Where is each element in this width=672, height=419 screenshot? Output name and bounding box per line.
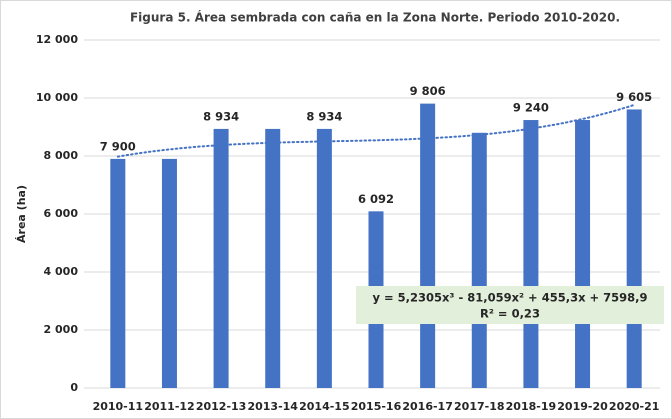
bar — [575, 120, 591, 388]
bar — [471, 132, 487, 388]
x-tick-label: 2010-11 — [93, 400, 144, 413]
x-tick-label: 2013-14 — [247, 400, 298, 413]
y-axis-label: Área (ha) — [15, 185, 28, 243]
x-tick-label: 2011-12 — [144, 400, 195, 413]
x-tick-label: 2014-15 — [299, 400, 350, 413]
y-tick-label: 0 — [70, 381, 78, 394]
data-label: 9 605 — [616, 90, 652, 104]
y-tick-label: 2 000 — [44, 323, 79, 336]
x-tick-label: 2015-16 — [351, 400, 402, 413]
bar — [420, 103, 436, 388]
y-tick-label: 8 000 — [44, 149, 79, 162]
trend-r2: R² = 0,23 — [480, 307, 540, 321]
bar — [316, 128, 332, 388]
equation-box — [356, 286, 664, 324]
x-tick-label: 2012-13 — [196, 400, 247, 413]
trendline — [116, 103, 636, 158]
data-label: 8 934 — [306, 109, 342, 123]
x-tick-label: 2016-17 — [402, 400, 453, 413]
bar — [213, 128, 229, 388]
y-tick-label: 12 000 — [36, 33, 78, 46]
x-tick-label: 2018-19 — [506, 400, 557, 413]
data-label: 9 240 — [513, 101, 549, 115]
data-label: 9 806 — [410, 84, 446, 98]
overlay: 7 900 8 934 8 934 6 092 9 806 9 240 9 605 y = 5… — [100, 84, 664, 324]
y-tick-label: 10 000 — [36, 91, 78, 104]
bar — [110, 158, 126, 388]
x-tick-label: 2020-21 — [609, 400, 660, 413]
y-tick-label: 6 000 — [44, 207, 79, 220]
chart-title: Figura 5. Área sembrada con caña en la Z… — [130, 10, 620, 25]
y-tick-label: 4 000 — [44, 265, 79, 278]
grid: 0 2 000 4 000 6 000 8 000 10 000 12 000 — [36, 33, 660, 394]
data-label: 7 900 — [100, 139, 136, 153]
bar — [265, 128, 281, 388]
bar — [523, 120, 539, 388]
x-tick-label: 2017-18 — [454, 400, 505, 413]
data-label: 8 934 — [203, 109, 239, 123]
x-tick-label: 2019-20 — [557, 400, 608, 413]
data-label: 6 092 — [358, 192, 394, 206]
bar — [161, 158, 177, 388]
trend-equation: y = 5,2305x³ - 81,059x² + 455,3x + 7598,… — [372, 291, 647, 305]
bar — [626, 109, 642, 388]
